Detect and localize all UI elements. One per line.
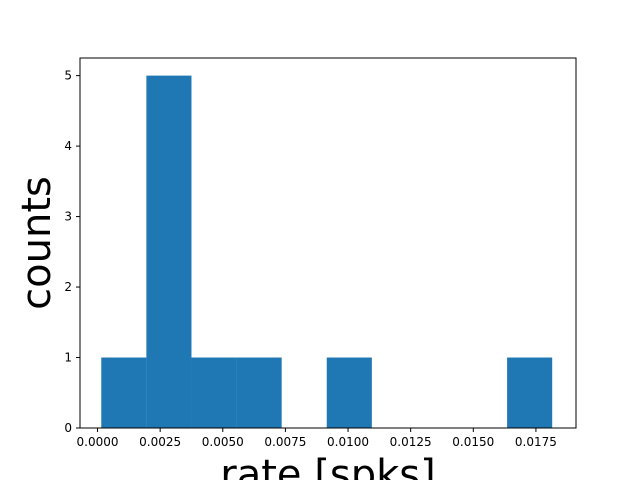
x-tick-label: 0.0075 (264, 435, 306, 449)
plot-frame (79, 57, 577, 429)
x-tick-label: 0.0100 (327, 435, 369, 449)
x-tick-label: 0.0150 (452, 435, 494, 449)
x-tick-label: 0.0050 (202, 435, 244, 449)
y-tick-label: 2 (64, 280, 72, 294)
y-axis: 0 1 2 3 4 5 (64, 69, 80, 435)
x-axis-title: rate [spks] (220, 452, 435, 480)
histogram-bar (326, 357, 372, 428)
bars-group (101, 75, 553, 428)
y-tick-label: 1 (64, 351, 72, 365)
histogram-bar (146, 75, 192, 428)
y-tick-label: 4 (64, 139, 72, 153)
y-tick-label: 0 (64, 421, 72, 435)
histogram-bar (191, 357, 237, 428)
y-tick-label: 3 (64, 210, 72, 224)
x-tick-label: 0.0025 (139, 435, 181, 449)
histogram-bar (507, 357, 553, 428)
x-axis: 0.0000 0.0025 0.0050 0.0075 0.0100 0.0125 0.01… (77, 428, 557, 449)
x-tick-label: 0.0000 (77, 435, 119, 449)
y-tick-label: 5 (64, 69, 72, 83)
x-tick-label: 0.0125 (390, 435, 432, 449)
histogram-bar (236, 357, 282, 428)
x-tick-label: 0.0175 (515, 435, 557, 449)
histogram-bar (101, 357, 147, 428)
y-axis-title: counts (14, 176, 60, 310)
